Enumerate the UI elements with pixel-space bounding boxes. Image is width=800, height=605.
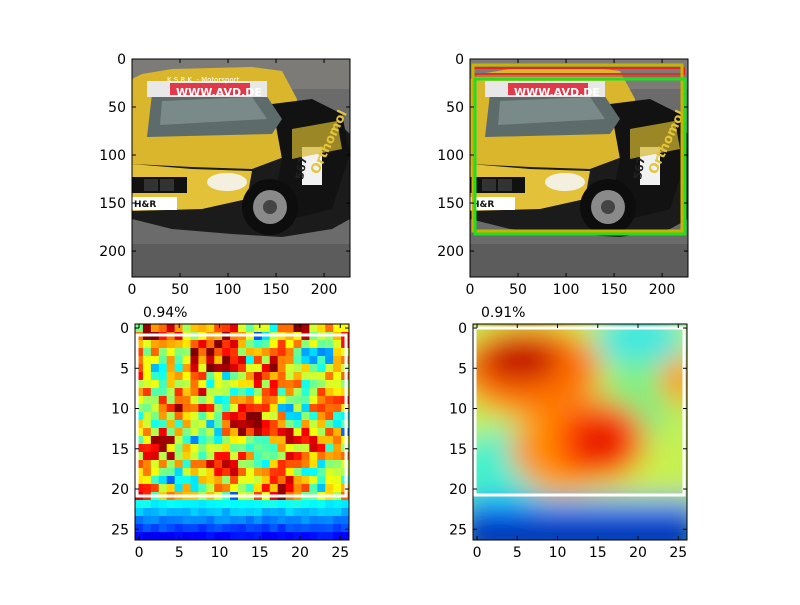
x-tick-label: 100 [553, 282, 580, 298]
y-tick-label: 25 [111, 522, 129, 538]
axes-frame [134, 323, 350, 541]
y-tick-label: 15 [111, 442, 129, 458]
car-number: 567 [293, 156, 310, 181]
banner-text: WWW.AVD.DE [176, 86, 262, 99]
bounding-box [473, 326, 686, 497]
panel-boxed: WWW.AVD.DE 567 H&R Orthomol 0 50 100 150 200… [437, 52, 688, 298]
x-tick-label: 0 [135, 545, 144, 561]
y-tick-label: 100 [99, 148, 126, 164]
green-box [473, 77, 687, 236]
y-tick-label: 200 [99, 244, 126, 260]
score-label: 0.91% [481, 305, 525, 321]
plate-text: H&R [134, 200, 156, 210]
car-number: 567 [631, 156, 648, 181]
y-tick-label: 150 [99, 196, 126, 212]
panel-original: WWW.AVD.DE K.S.R.K. - Motorsport 567 H&R… [99, 52, 350, 298]
x-tick-label: 20 [629, 545, 647, 561]
x-tick-label: 20 [291, 545, 309, 561]
y-tick-label: 15 [449, 442, 467, 458]
y-tick-label: 50 [108, 100, 126, 116]
y-tick-label: 100 [437, 148, 464, 164]
x-tick-label: 0 [473, 545, 482, 561]
x-tick-label: 15 [251, 545, 269, 561]
x-tick-label: 50 [509, 282, 527, 298]
y-tick-label: 0 [458, 321, 467, 337]
y-tick-label: 200 [437, 244, 464, 260]
x-tick-label: 10 [211, 545, 229, 561]
axis-ticks: 0 50 100 150 200 0 50 100 150 200 [437, 52, 688, 298]
yellow-box [471, 63, 684, 233]
y-tick-label: 20 [449, 482, 467, 498]
y-tick-label: 10 [449, 402, 467, 418]
x-tick-label: 5 [513, 545, 522, 561]
y-tick-label: 5 [458, 361, 467, 377]
x-tick-label: 150 [601, 282, 628, 298]
x-tick-label: 200 [311, 282, 338, 298]
axis-ticks: 0 5 10 15 20 25 0 5 10 15 20 25 [449, 321, 687, 561]
plate-text: H&R [472, 200, 494, 210]
red-box-band [473, 73, 684, 77]
y-tick-label: 0 [455, 52, 464, 68]
axes-frame [469, 58, 689, 278]
x-tick-label: 10 [549, 545, 567, 561]
axes-frame [472, 323, 688, 541]
y-tick-label: 0 [120, 321, 129, 337]
x-tick-label: 25 [669, 545, 687, 561]
x-tick-label: 100 [215, 282, 242, 298]
y-tick-label: 50 [446, 100, 464, 116]
roof-text: K.S.R.K. - Motorsport [167, 76, 240, 84]
axis-ticks: 0 50 100 150 200 0 50 100 150 200 [99, 52, 350, 298]
x-tick-label: 25 [331, 545, 349, 561]
x-tick-label: 200 [649, 282, 676, 298]
x-tick-label: 150 [263, 282, 290, 298]
y-tick-label: 25 [449, 522, 467, 538]
x-tick-label: 50 [171, 282, 189, 298]
panel-heatmap-left: 0.94% 0 5 10 15 20 25 0 5 10 15 20 25 [111, 305, 350, 561]
banner-text: WWW.AVD.DE [514, 86, 600, 99]
axes-frame [131, 58, 351, 278]
x-tick-label: 15 [589, 545, 607, 561]
y-tick-label: 20 [111, 482, 129, 498]
y-tick-label: 150 [437, 196, 464, 212]
x-tick-label: 0 [128, 282, 137, 298]
y-tick-label: 10 [111, 402, 129, 418]
bounding-box [135, 333, 348, 498]
y-tick-label: 0 [117, 52, 126, 68]
panel-heatmap-right: 0.91% 0 5 10 15 20 25 0 5 10 15 20 25 [449, 305, 688, 561]
score-label: 0.94% [143, 305, 187, 321]
x-tick-label: 0 [466, 282, 475, 298]
axis-ticks: 0 5 10 15 20 25 0 5 10 15 20 25 [111, 321, 349, 561]
y-tick-label: 5 [120, 361, 129, 377]
x-tick-label: 5 [175, 545, 184, 561]
